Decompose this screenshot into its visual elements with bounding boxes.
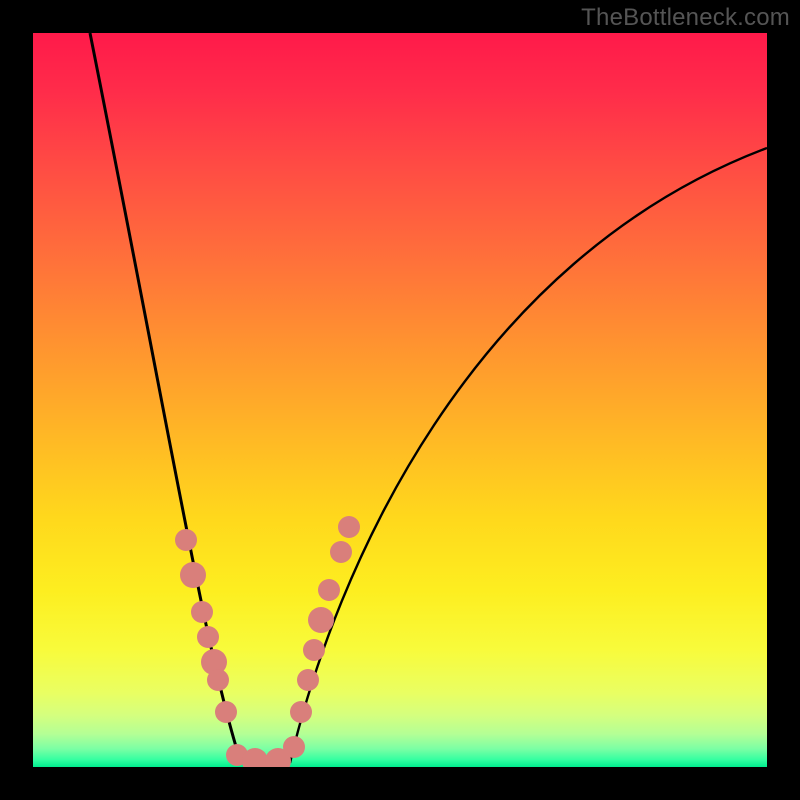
chart-frame: TheBottleneck.com bbox=[0, 0, 800, 800]
data-dot bbox=[215, 701, 237, 723]
data-dot bbox=[197, 626, 219, 648]
data-dot bbox=[308, 607, 334, 633]
data-dot bbox=[290, 701, 312, 723]
data-dot bbox=[180, 562, 206, 588]
data-dot bbox=[175, 529, 197, 551]
data-dot bbox=[318, 579, 340, 601]
data-dot bbox=[330, 541, 352, 563]
data-dot bbox=[297, 669, 319, 691]
data-dot bbox=[207, 669, 229, 691]
data-dot bbox=[191, 601, 213, 623]
data-dot bbox=[283, 736, 305, 758]
watermark-text: TheBottleneck.com bbox=[581, 4, 790, 32]
bottleneck-chart bbox=[0, 0, 800, 800]
data-dot bbox=[338, 516, 360, 538]
gradient-background bbox=[33, 33, 767, 767]
data-dot bbox=[303, 639, 325, 661]
